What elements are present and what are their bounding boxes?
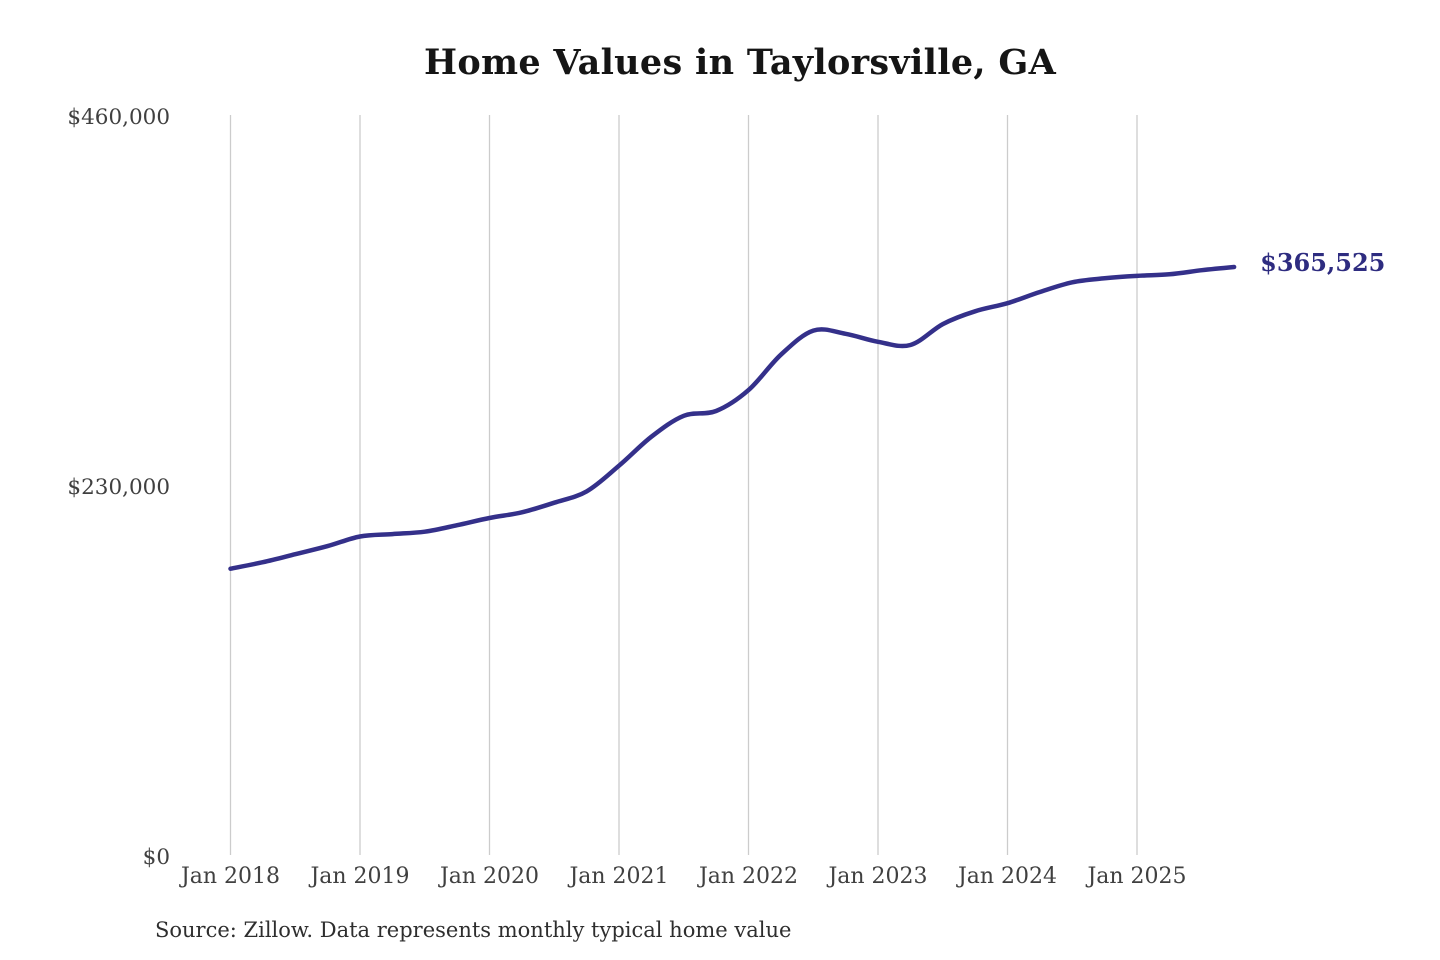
y-tick-label: $460,000 <box>67 105 170 130</box>
x-tick-label: Jan 2019 <box>308 864 409 889</box>
series-line <box>228 264 1237 571</box>
y-tick-label: $0 <box>143 845 170 870</box>
x-tick-label: Jan 2018 <box>179 864 280 889</box>
source-note: Source: Zillow. Data represents monthly … <box>155 918 792 942</box>
x-tick-label: Jan 2021 <box>567 864 668 889</box>
x-tick-label: Jan 2020 <box>438 864 539 889</box>
y-tick-label: $230,000 <box>67 475 170 500</box>
x-tick-label: Jan 2023 <box>826 864 927 889</box>
x-tick-label: Jan 2022 <box>697 864 798 889</box>
end-value-label: $365,525 <box>1260 248 1385 277</box>
x-tick-label: Jan 2025 <box>1085 864 1186 889</box>
x-tick-label: Jan 2024 <box>956 864 1057 889</box>
chart-title: Home Values in Taylorsville, GA <box>423 42 1057 83</box>
